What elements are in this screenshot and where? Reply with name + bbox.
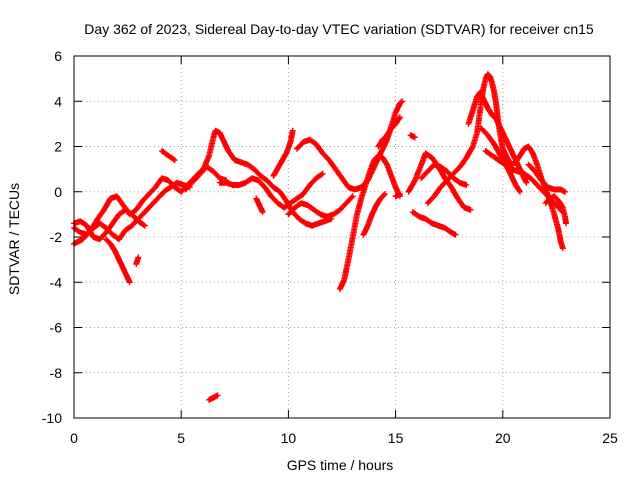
x-tick-label: 10 — [281, 430, 297, 446]
data-series-t19 — [409, 209, 459, 238]
data-series-t12 — [285, 193, 356, 220]
y-tick-label: -6 — [50, 320, 63, 336]
data-series-t7 — [182, 127, 335, 229]
x-tick-label: 5 — [177, 430, 185, 446]
data-series-t15 — [360, 191, 388, 238]
data-series-t20 — [407, 132, 418, 141]
x-tick-label: 20 — [495, 430, 511, 446]
data-series-t8 — [206, 392, 221, 403]
y-axis-label: SDTVAR / TECUs — [6, 183, 22, 295]
y-tick-label: 6 — [54, 48, 62, 64]
data-series-t14 — [336, 152, 403, 292]
y-tick-label: 4 — [54, 93, 62, 109]
data-series-t27 — [542, 193, 569, 227]
x-axis-label: GPS time / hours — [287, 457, 394, 473]
chart-title: Day 362 of 2023, Sidereal Day-to-day VTE… — [84, 21, 594, 37]
x-tick-label: 0 — [70, 430, 78, 446]
data-series-t11 — [270, 127, 296, 179]
y-tick-label: 0 — [54, 184, 62, 200]
data-series-t25 — [482, 148, 566, 216]
data-series-t10 — [253, 195, 266, 216]
y-tick-label: -8 — [50, 365, 63, 381]
data-series-t9 — [216, 170, 326, 211]
y-tick-label: -10 — [42, 410, 62, 426]
data-series-t16 — [375, 114, 403, 150]
data-series-t4 — [103, 236, 133, 286]
data-series-t5 — [133, 254, 142, 268]
x-tick-label: 25 — [602, 430, 618, 446]
axes-layer: 0 5 10 15 20 25 -10 -8 -6 -4 -2 0 2 4 6 — [42, 48, 618, 446]
data-series-t17 — [392, 191, 403, 200]
x-tick-label: 15 — [388, 430, 404, 446]
data-series-t26 — [525, 161, 568, 195]
data-series-t22 — [424, 71, 566, 252]
y-tick-label: -4 — [50, 274, 63, 290]
y-tick-label: 2 — [54, 139, 62, 155]
data-series-t6 — [158, 148, 178, 164]
y-tick-label: -2 — [50, 229, 63, 245]
